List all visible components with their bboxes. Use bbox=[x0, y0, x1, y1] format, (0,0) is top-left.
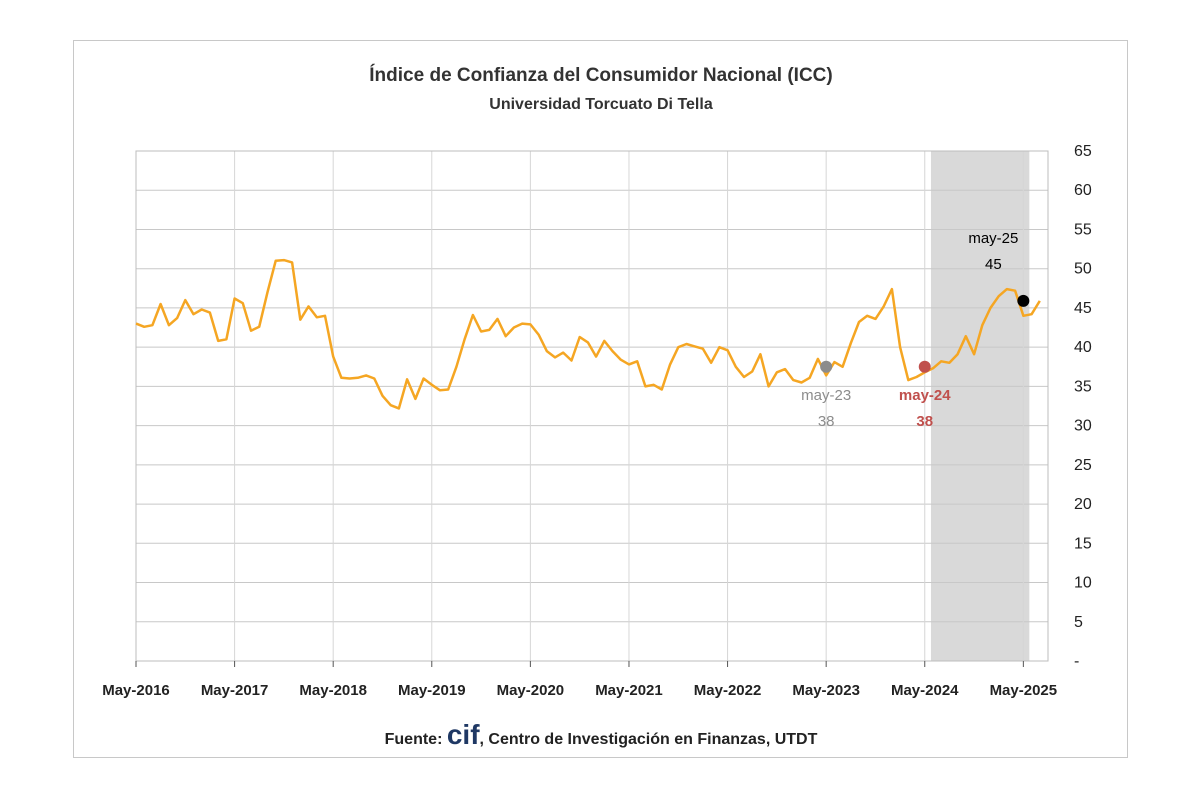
shaded-region-rect bbox=[930, 151, 1030, 661]
y-tick-label: 25 bbox=[1074, 457, 1092, 474]
x-tick-label: May-2016 bbox=[102, 682, 170, 699]
y-tick-label: 50 bbox=[1074, 261, 1092, 278]
annotation-value: 38 bbox=[916, 413, 933, 430]
x-tick-label: May-2017 bbox=[201, 682, 269, 699]
x-tick-label: May-2021 bbox=[595, 682, 663, 699]
y-tick-label: 60 bbox=[1074, 182, 1092, 199]
shaded-region bbox=[930, 151, 1030, 661]
annotation-label: may-23 bbox=[801, 387, 851, 404]
consumer-confidence-chart: Índice de Confianza del Consumidor Nacio… bbox=[102, 64, 1092, 750]
x-tick-label: May-2020 bbox=[497, 682, 565, 699]
annotation-value: 45 bbox=[985, 256, 1002, 273]
annotation-label: may-24 bbox=[899, 387, 951, 404]
x-tick-label: May-2022 bbox=[694, 682, 762, 699]
x-tick-label: May-2018 bbox=[299, 682, 367, 699]
plot-border bbox=[135, 150, 1049, 662]
source-note: Fuente: cif, Centro de Investigación en … bbox=[385, 719, 818, 750]
annotation-point bbox=[820, 360, 833, 373]
series-line bbox=[135, 258, 1041, 410]
chart-subtitle: Universidad Torcuato Di Tella bbox=[489, 96, 713, 113]
series-icc bbox=[135, 258, 1041, 410]
annotation-point bbox=[918, 360, 931, 373]
y-tick-label: 40 bbox=[1074, 339, 1092, 356]
y-tick-label: - bbox=[1074, 653, 1079, 670]
gridlines bbox=[135, 150, 1049, 662]
y-tick-label: 5 bbox=[1074, 614, 1083, 631]
axes: May-2016 May-2017 May-2018 May-2019 May-2020… bbox=[102, 143, 1092, 699]
x-tick-label: May-2025 bbox=[990, 682, 1058, 699]
y-tick-label: 15 bbox=[1074, 535, 1092, 552]
x-tick-label: May-2024 bbox=[891, 682, 959, 699]
chart-title: Índice de Confianza del Consumidor Nacio… bbox=[369, 64, 832, 86]
x-tick-label: May-2019 bbox=[398, 682, 466, 699]
y-tick-label: 10 bbox=[1074, 575, 1092, 592]
annotations: may-23 38 may-24 38 may-25 45 bbox=[801, 230, 1030, 430]
annotation-point bbox=[1017, 294, 1030, 307]
y-tick-label: 55 bbox=[1074, 221, 1092, 238]
annotation-label: may-25 bbox=[968, 230, 1018, 247]
annotation-value: 38 bbox=[818, 413, 835, 430]
y-tick-label: 30 bbox=[1074, 418, 1092, 435]
y-tick-label: 65 bbox=[1074, 143, 1092, 160]
source-prefix: Fuente: bbox=[385, 731, 447, 748]
source-text: , Centro de Investigación en Finanzas, U… bbox=[480, 731, 818, 748]
y-tick-label: 45 bbox=[1074, 300, 1092, 317]
y-tick-label: 20 bbox=[1074, 496, 1092, 513]
chart-frame: Índice de Confianza del Consumidor Nacio… bbox=[73, 40, 1128, 758]
x-tick-label: May-2023 bbox=[792, 682, 860, 699]
cif-logo: cif bbox=[447, 719, 480, 750]
y-tick-label: 35 bbox=[1074, 378, 1092, 395]
